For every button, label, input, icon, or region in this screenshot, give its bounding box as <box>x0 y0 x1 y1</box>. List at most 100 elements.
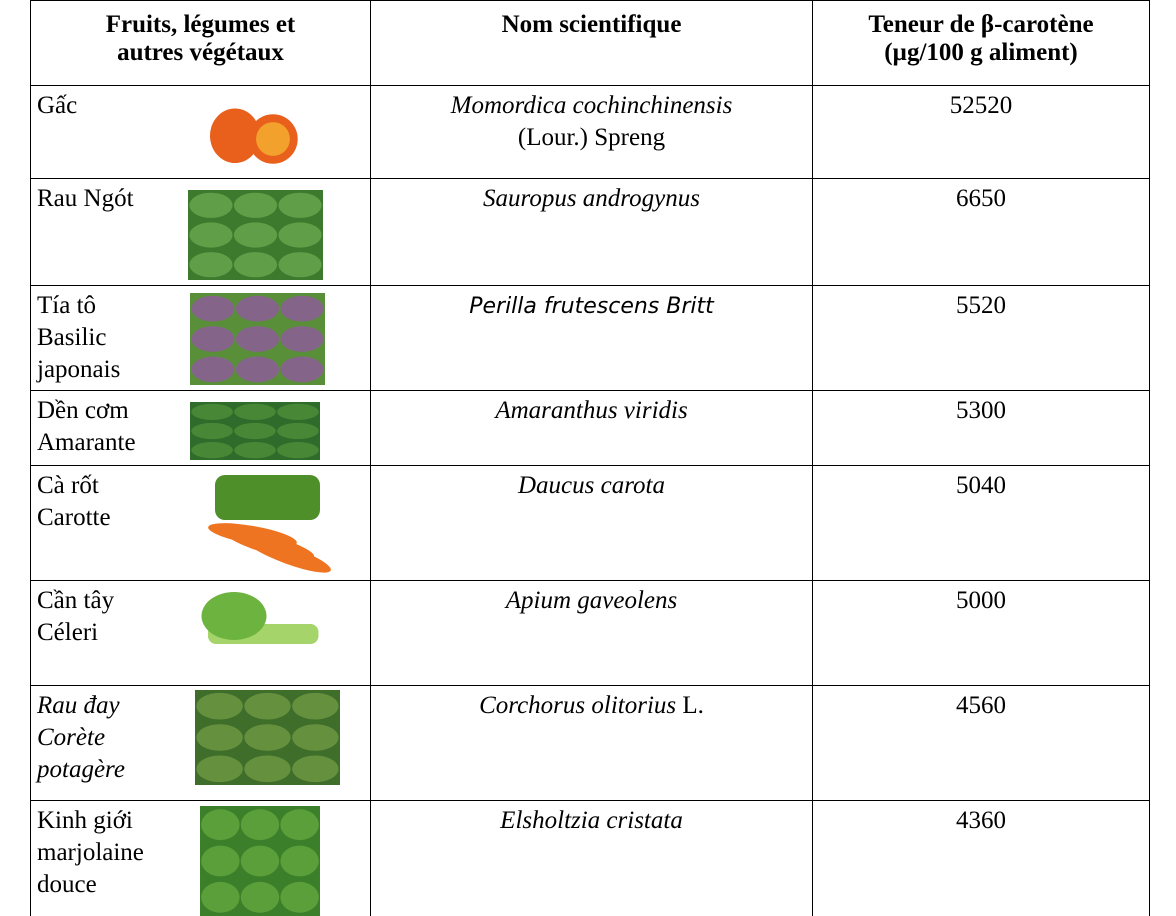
header-text: Teneur de β-carotène <box>868 11 1094 38</box>
photo-shape <box>196 755 243 783</box>
photo-shape <box>201 881 240 913</box>
food-name: Cần tây <box>37 587 115 614</box>
value-cell: 5520 <box>812 285 1150 390</box>
name-cell: Cà rốt Carotte <box>30 465 370 580</box>
photo-shape <box>189 192 233 218</box>
beta-carotene-value: 52520 <box>949 92 1013 119</box>
value-cell: 6650 <box>812 178 1150 285</box>
photo-shape <box>234 403 276 420</box>
food-name: Cà rốt <box>37 472 99 499</box>
food-name: marjolaine <box>37 839 144 866</box>
photo-shape <box>292 755 339 783</box>
photo-shape <box>278 252 322 278</box>
value-cell: 52520 <box>812 85 1150 178</box>
photo-shape <box>277 422 319 440</box>
photo-shape <box>234 422 276 440</box>
photo-shape <box>292 692 339 720</box>
scientific-name: Momordica cochinchinensis <box>450 92 733 119</box>
food-name: potagère <box>37 756 125 783</box>
photo-shape <box>191 442 233 459</box>
food-name: Basilic <box>37 324 107 351</box>
photo-shape <box>244 724 291 751</box>
scientific-cell: Daucus carota <box>370 465 812 580</box>
header-text: Nom scientifique <box>501 11 682 38</box>
value-cell: 5040 <box>812 465 1150 580</box>
scientific-line: Elsholtzia cristata <box>377 805 806 837</box>
scientific-line: Corchorus olitorius L. <box>377 690 806 722</box>
photo-shape <box>244 692 291 720</box>
name-cell: Kinh giới marjolaine douce <box>30 800 370 916</box>
scientific-name: Perilla frutescens Britt <box>469 294 714 319</box>
name-cell: Rau đay Corète potagère <box>30 685 370 800</box>
scientific-line: (Lour.) Spreng <box>377 122 806 154</box>
food-photo <box>200 806 320 916</box>
scientific-name: Apium gaveolens <box>505 587 678 614</box>
beta-carotene-value: 5000 <box>956 587 1006 614</box>
photo-shape <box>292 724 339 751</box>
scientific-line: Apium gaveolens <box>377 585 806 617</box>
photo-shape <box>215 475 320 520</box>
scientific-cell: Momordica cochinchinensis (Lour.) Spreng <box>370 85 812 178</box>
photo-shape <box>280 326 324 352</box>
food-name: Amarante <box>37 429 136 456</box>
food-name: Carotte <box>37 504 111 531</box>
scientific-cell: Elsholtzia cristata <box>370 800 812 916</box>
photo-shape <box>277 403 319 420</box>
photo-shape <box>278 222 322 248</box>
header-text: Fruits, légumes et <box>105 11 296 38</box>
photo-shape <box>280 881 319 913</box>
photo-shape <box>280 845 319 877</box>
beta-carotene-value: 4560 <box>956 692 1006 719</box>
food-photo <box>195 690 340 785</box>
scientific-cell: Sauropus androgynus <box>370 178 812 285</box>
food-name: Gấc <box>37 92 78 119</box>
scientific-name: Sauropus androgynus <box>483 185 700 212</box>
food-name: Rau đay <box>37 692 120 719</box>
food-photo <box>188 190 323 280</box>
value-cell: 4360 <box>812 800 1150 916</box>
food-name: Céleri <box>37 619 99 646</box>
food-photo <box>190 402 320 460</box>
photo-shape <box>196 692 243 720</box>
scientific-cell: Corchorus olitorius L. <box>370 685 812 800</box>
name-cell: Gấc <box>30 85 370 178</box>
photo-shape <box>240 845 280 877</box>
food-name: Dền cơm <box>37 397 129 424</box>
food-photo <box>201 592 319 644</box>
photo-shape <box>244 755 291 783</box>
photo-shape <box>210 108 260 164</box>
name-cell: Cần tây Céleri <box>30 580 370 685</box>
scientific-name: Elsholtzia cristata <box>500 807 683 834</box>
value-cell: 5000 <box>812 580 1150 685</box>
scientific-name: (Lour.) Spreng <box>517 124 666 151</box>
photo-shape <box>189 252 233 278</box>
food-name: Tía tô <box>37 292 97 319</box>
food-photo <box>190 293 325 385</box>
photo-shape <box>278 192 322 218</box>
photo-shape <box>196 724 243 751</box>
photo-shape <box>277 442 319 459</box>
photo-shape <box>256 122 290 156</box>
food-name: Corète <box>37 724 106 751</box>
header-cell: Teneur de β-carotène (µg/100 g aliment) <box>812 0 1150 86</box>
value-cell: 5300 <box>812 390 1150 465</box>
scientific-name: Amaranthus viridis <box>495 397 688 424</box>
photo-shape <box>240 881 280 913</box>
beta-carotene-value: 5040 <box>956 472 1006 499</box>
photo-shape <box>280 356 324 383</box>
photo-shape <box>201 809 240 841</box>
photo-shape <box>191 295 235 322</box>
photo-shape <box>201 845 240 877</box>
photo-shape <box>201 592 267 640</box>
food-photo <box>208 475 331 573</box>
photo-shape <box>191 403 233 420</box>
header-cell: Nom scientifique <box>370 0 812 86</box>
photo-shape <box>233 222 278 248</box>
photo-shape <box>191 326 235 352</box>
photo-shape <box>235 356 280 383</box>
scientific-line: Momordica cochinchinensis <box>377 90 806 122</box>
photo-shape <box>233 192 278 218</box>
photo-shape <box>240 809 280 841</box>
photo-shape <box>280 809 319 841</box>
